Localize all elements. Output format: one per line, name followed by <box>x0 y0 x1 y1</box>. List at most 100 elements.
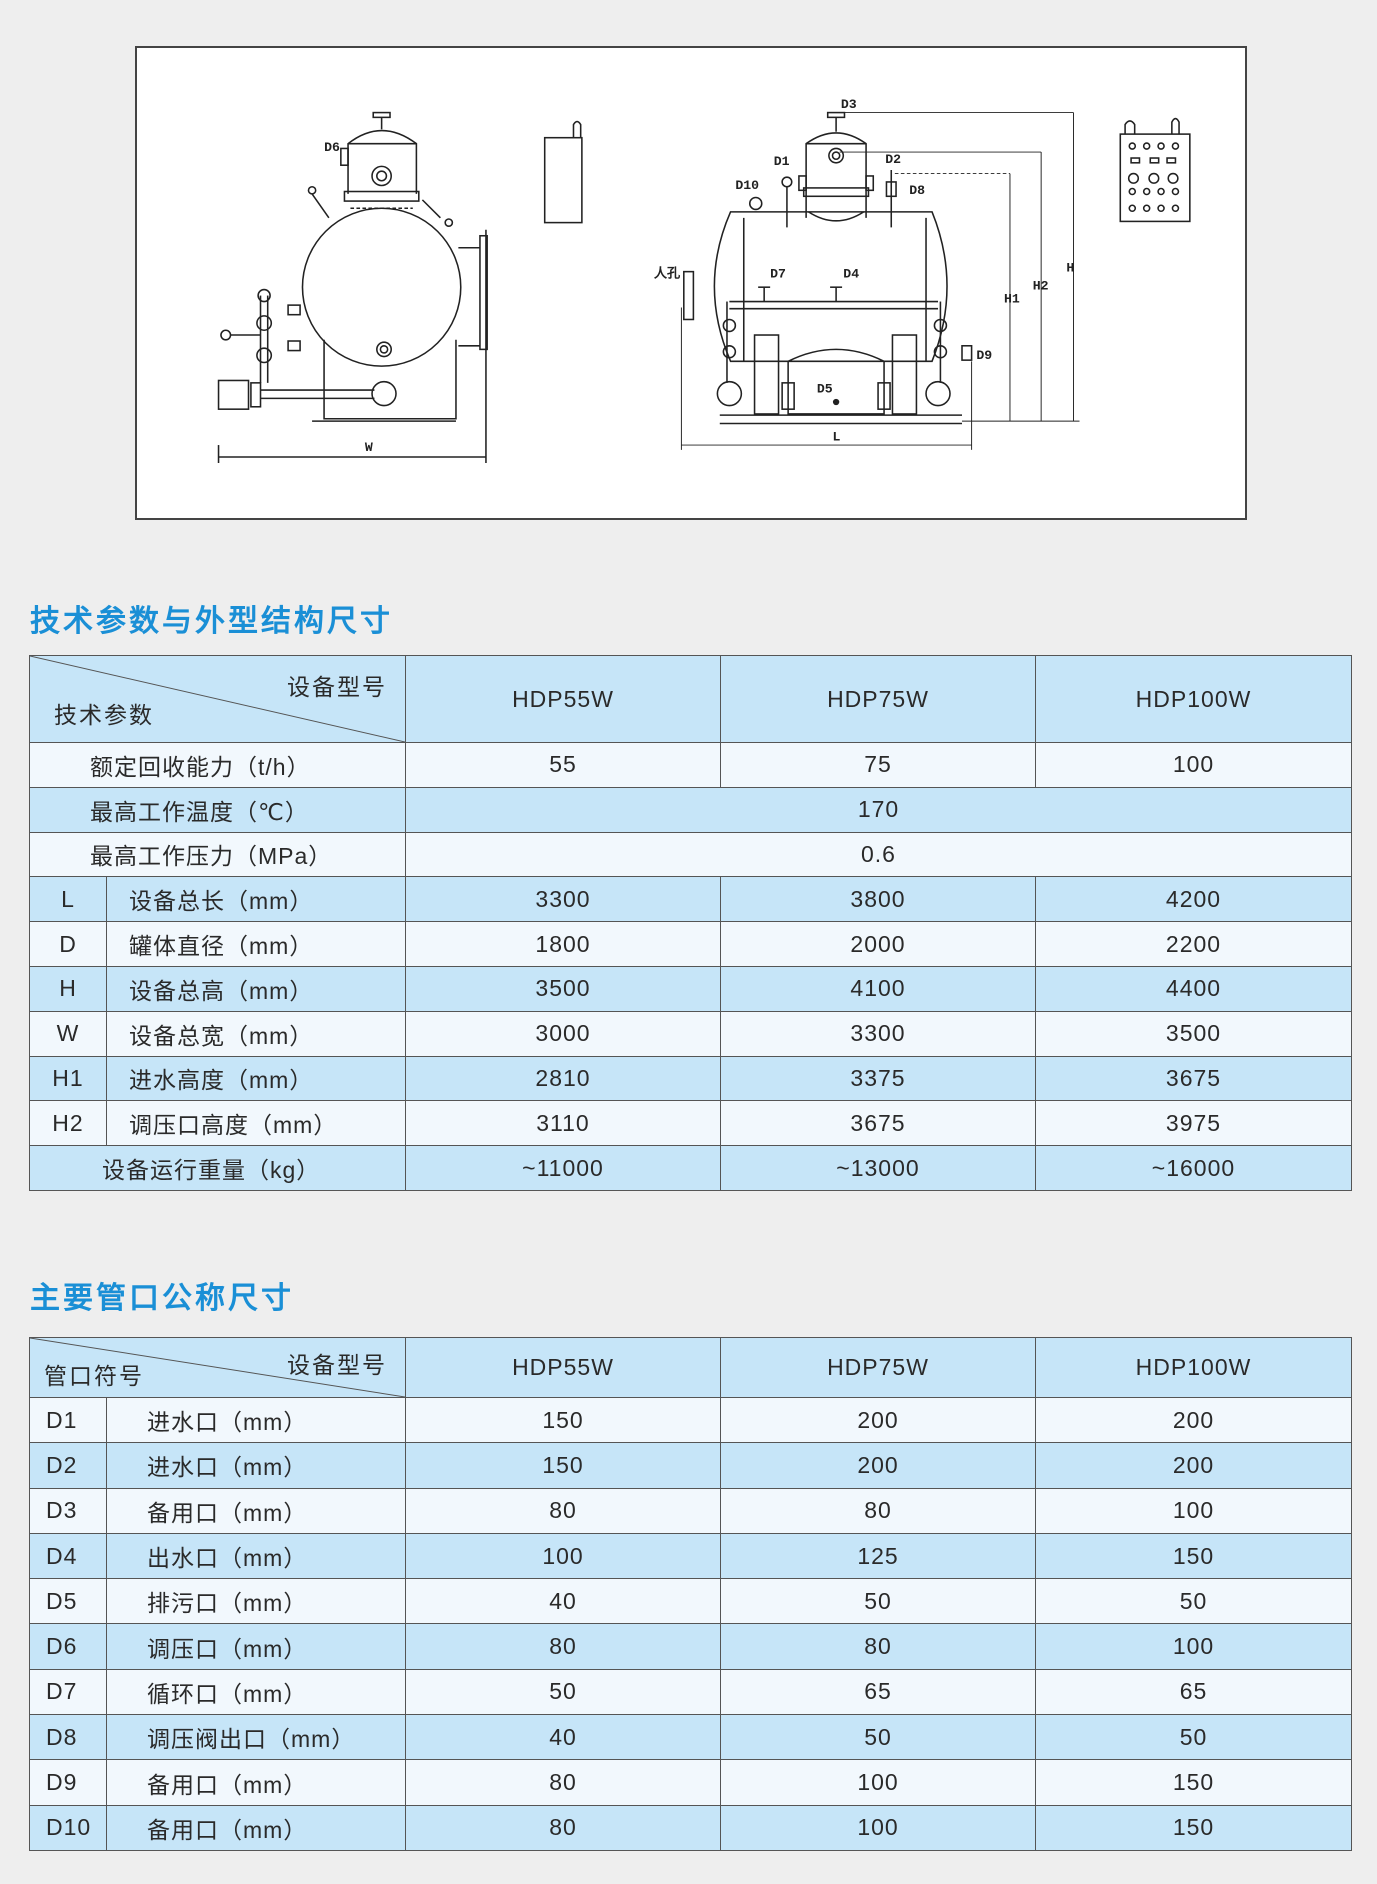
row-label: 设备运行重量（kg） <box>29 1145 406 1191</box>
row-value: 100 <box>1035 1487 1352 1534</box>
row-label: 设备总长（mm） <box>106 876 406 923</box>
label-d3: D3 <box>841 97 857 112</box>
row-value: 3300 <box>720 1010 1036 1057</box>
table-row: H2 调压口高度（mm） 3110 3675 3975 <box>29 1100 1352 1147</box>
row-value: 80 <box>405 1623 721 1670</box>
table-row: D10 备用口（mm） 80 100 150 <box>29 1804 1352 1851</box>
label-l: L <box>832 429 840 444</box>
table-row: D2 进水口（mm） 150 200 200 <box>29 1442 1352 1489</box>
row-value: 150 <box>1035 1532 1352 1580</box>
table-row: D6 调压口（mm） 80 80 100 <box>29 1623 1352 1670</box>
row-value: 80 <box>405 1487 721 1534</box>
row-value: 150 <box>1035 1759 1352 1806</box>
row-value: 200 <box>720 1442 1036 1489</box>
row-value: 50 <box>1035 1714 1352 1761</box>
diagonal-line <box>30 1338 405 1397</box>
row-code: D1 <box>29 1396 107 1444</box>
row-value: 100 <box>1035 742 1352 788</box>
table-row: 最高工作压力（MPa） 0.6 <box>29 831 1352 878</box>
header-row: 设备型号 管口符号 HDP55W HDP75W HDP100W <box>29 1337 1352 1398</box>
table-row: D7 循环口（mm） 50 65 65 <box>29 1668 1352 1716</box>
diagonal-header-cell: 设备型号 管口符号 <box>29 1337 406 1398</box>
control-panel-drawing <box>1119 117 1191 223</box>
row-value: 80 <box>405 1759 721 1806</box>
model-header-hdp55w: HDP55W <box>405 1337 721 1398</box>
diagonal-header-cell: 设备型号 技术参数 <box>29 655 406 743</box>
row-code: D4 <box>29 1532 107 1580</box>
label-d10: D10 <box>735 178 759 193</box>
table-row: D1 进水口（mm） 150 200 200 <box>29 1396 1352 1444</box>
row-value: 3300 <box>405 876 721 923</box>
table-row: H 设备总高（mm） 3500 4100 4400 <box>29 965 1352 1012</box>
row-value: 3500 <box>1035 1010 1352 1057</box>
label-h2: H2 <box>1033 279 1049 294</box>
diagonal-line <box>30 656 405 742</box>
label-d6: D6 <box>324 140 340 155</box>
label-h1: H1 <box>1004 292 1020 307</box>
row-code: W <box>29 1010 107 1057</box>
label-h: H <box>1066 261 1074 276</box>
row-value: 50 <box>1035 1578 1352 1625</box>
row-code: H <box>29 965 107 1012</box>
header-model-label: 设备型号 <box>287 1352 387 1378</box>
row-label: 出水口（mm） <box>106 1532 406 1580</box>
label-w: W <box>365 440 373 455</box>
row-label: 排污口（mm） <box>106 1578 406 1625</box>
row-value: 40 <box>405 1578 721 1625</box>
row-value: ~13000 <box>720 1145 1036 1191</box>
row-value: 50 <box>720 1714 1036 1761</box>
row-label: 调压口高度（mm） <box>106 1100 406 1147</box>
row-value: 200 <box>1035 1442 1352 1489</box>
row-value: 3975 <box>1035 1100 1352 1147</box>
table-row: D8 调压阀出口（mm） 40 50 50 <box>29 1714 1352 1761</box>
row-value: 150 <box>405 1396 721 1444</box>
model-header-hdp100w: HDP100W <box>1035 1337 1352 1398</box>
row-value: 200 <box>1035 1396 1352 1444</box>
label-d2: D2 <box>885 152 901 167</box>
row-value: 2000 <box>720 921 1036 967</box>
row-value: 80 <box>720 1487 1036 1534</box>
row-value: 150 <box>405 1442 721 1489</box>
table-row: D 罐体直径（mm） 1800 2000 2200 <box>29 921 1352 967</box>
row-value: 3675 <box>720 1100 1036 1147</box>
row-code: D5 <box>29 1578 107 1625</box>
row-label: 进水口（mm） <box>106 1442 406 1489</box>
row-label: 备用口（mm） <box>106 1804 406 1851</box>
electric-box-drawing <box>543 120 583 224</box>
table-row: 最高工作温度（℃） 170 <box>29 786 1352 833</box>
row-label: 最高工作温度（℃） <box>29 786 406 833</box>
nozzle-sizes-table: 设备型号 管口符号 HDP55W HDP75W HDP100W D1 进水口（mm） 150 2… <box>29 1337 1352 1851</box>
row-value: 2200 <box>1035 921 1352 967</box>
table-row: L 设备总长（mm） 3300 3800 4200 <box>29 876 1352 923</box>
table-row: 设备运行重量（kg） ~11000 ~13000 ~16000 <box>29 1145 1352 1191</box>
model-header-hdp55w: HDP55W <box>405 655 721 743</box>
label-d8: D8 <box>909 183 925 198</box>
row-value: 200 <box>720 1396 1036 1444</box>
side-view-drawing: D6 W <box>217 111 488 463</box>
row-value: 125 <box>720 1532 1036 1580</box>
row-value: 40 <box>405 1714 721 1761</box>
table-row: D3 备用口（mm） 80 80 100 <box>29 1487 1352 1534</box>
row-label: 最高工作压力（MPa） <box>29 831 406 878</box>
label-d7: D7 <box>770 267 786 282</box>
header-param-label: 管口符号 <box>44 1363 144 1389</box>
model-header-hdp100w: HDP100W <box>1035 655 1352 743</box>
row-code: L <box>29 876 107 923</box>
row-code: D <box>29 921 107 967</box>
equipment-drawing: D6 W <box>135 46 1247 520</box>
label-d4: D4 <box>843 267 859 282</box>
row-value: 3500 <box>405 965 721 1012</box>
row-value: 75 <box>720 742 1036 788</box>
row-code: D8 <box>29 1714 107 1761</box>
row-code: D10 <box>29 1804 107 1851</box>
row-value: ~16000 <box>1035 1145 1352 1191</box>
table-row: D4 出水口（mm） 100 125 150 <box>29 1532 1352 1580</box>
row-label: 循环口（mm） <box>106 1668 406 1716</box>
header-row: 设备型号 技术参数 HDP55W HDP75W HDP100W <box>29 655 1352 743</box>
row-value-all-models: 0.6 <box>405 831 1352 878</box>
row-value: 65 <box>1035 1668 1352 1716</box>
row-label: 进水高度（mm） <box>106 1055 406 1102</box>
row-value: 3375 <box>720 1055 1036 1102</box>
row-value: 50 <box>720 1578 1036 1625</box>
row-value: 4400 <box>1035 965 1352 1012</box>
